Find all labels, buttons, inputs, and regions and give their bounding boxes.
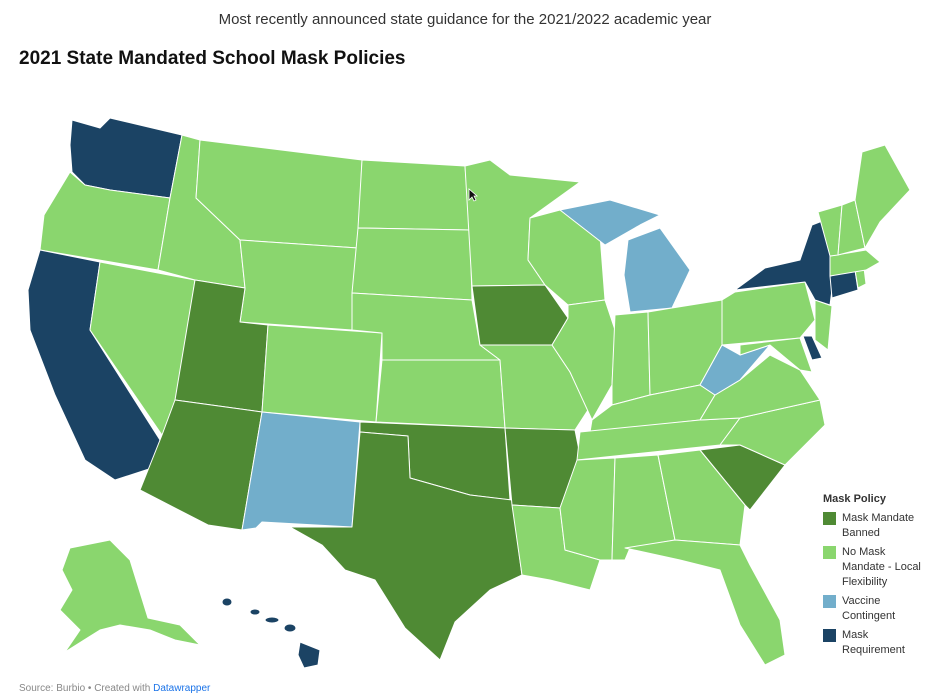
legend-label: Mask Requirement bbox=[842, 629, 905, 656]
state-massachusetts[interactable] bbox=[829, 249, 881, 277]
legend-swatch-required bbox=[823, 629, 836, 642]
source-text: Source: Burbio • Created with bbox=[19, 683, 151, 694]
legend-swatch-banned bbox=[823, 512, 836, 525]
state-florida[interactable] bbox=[624, 539, 786, 666]
legend-label: No Mask Mandate - Local Flexibility bbox=[842, 546, 921, 588]
state-south-dakota[interactable] bbox=[351, 227, 473, 301]
legend-label: Mask Mandate Banned bbox=[842, 512, 915, 539]
legend-item-vaccine: Vaccine Contingent bbox=[823, 594, 928, 624]
legend-label: Vaccine Contingent bbox=[842, 595, 896, 622]
state-south-carolina[interactable] bbox=[699, 444, 786, 511]
state-hawaii[interactable] bbox=[221, 597, 321, 669]
legend-swatch-vaccine bbox=[823, 595, 836, 608]
legend-item-local: No Mask Mandate - Local Flexibility bbox=[823, 545, 928, 590]
legend-title: Mask Policy bbox=[823, 493, 886, 505]
datawrapper-link[interactable]: Datawrapper bbox=[153, 683, 211, 694]
state-colorado[interactable] bbox=[261, 324, 383, 423]
state-indiana[interactable] bbox=[611, 311, 651, 406]
chart-subtitle: Most recently announced state guidance f… bbox=[218, 11, 712, 28]
state-new-mexico[interactable] bbox=[241, 411, 361, 531]
us-state-map bbox=[27, 117, 911, 669]
legend-swatch-local bbox=[823, 546, 836, 559]
state-maine[interactable] bbox=[854, 144, 911, 249]
legend-item-banned: Mask Mandate Banned bbox=[823, 511, 928, 541]
state-georgia[interactable] bbox=[657, 449, 746, 546]
state-maryland[interactable] bbox=[739, 337, 813, 373]
chart-title: 2021 State Mandated School Mask Policies bbox=[19, 48, 406, 69]
state-pennsylvania[interactable] bbox=[721, 281, 816, 346]
map-legend: Mask Policy Mask Mandate Banned No Mask … bbox=[823, 493, 928, 662]
legend-item-required: Mask Requirement bbox=[823, 628, 928, 658]
state-kansas[interactable] bbox=[375, 359, 506, 429]
state-wyoming[interactable] bbox=[239, 239, 359, 331]
state-new-jersey[interactable] bbox=[814, 299, 833, 351]
state-north-dakota[interactable] bbox=[357, 159, 471, 231]
state-delaware[interactable] bbox=[802, 335, 823, 361]
state-iowa[interactable] bbox=[471, 284, 569, 346]
state-alaska[interactable] bbox=[59, 539, 201, 653]
mouse-cursor-icon bbox=[468, 188, 479, 207]
state-texas[interactable] bbox=[289, 431, 523, 661]
source-footer: Source: Burbio • Created with Datawrappe… bbox=[19, 683, 210, 694]
